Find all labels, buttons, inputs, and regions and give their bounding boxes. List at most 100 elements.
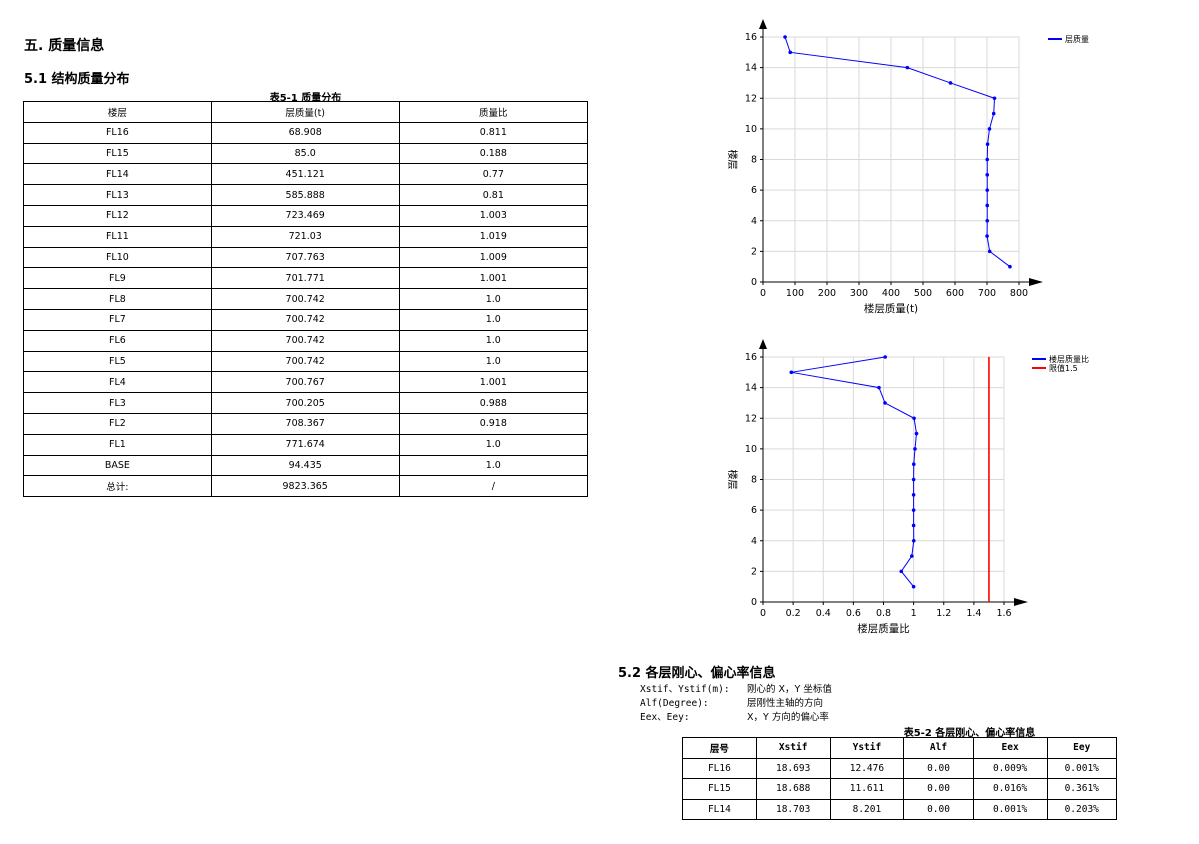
data-point bbox=[911, 462, 916, 466]
table-cell: 451.121 bbox=[210, 163, 400, 186]
data-point bbox=[914, 431, 919, 436]
table-cell: 1.0 bbox=[398, 350, 589, 373]
data-point bbox=[985, 157, 990, 162]
legend-label: 层质量 bbox=[1065, 34, 1089, 44]
y-axis-label: 楼层 bbox=[726, 150, 739, 170]
table-cell: 1.0 bbox=[398, 329, 589, 352]
table-cell: 0.001% bbox=[1046, 757, 1117, 779]
table-row: FL15 85.0 0.188 bbox=[23, 142, 589, 165]
stiffness-center-table: 层号 Xstif Ystif Alf Eex Eey FL16 18.693 12.476 0.… bbox=[682, 737, 1117, 820]
data-point bbox=[905, 65, 910, 70]
data-point bbox=[911, 508, 916, 512]
definition-row: Xstif、Ystif(m): 刚心的 X，Y 坐标值 bbox=[640, 683, 832, 697]
table-row: FL10 707.763 1.009 bbox=[23, 246, 589, 269]
x-tick-label: 300 bbox=[850, 288, 868, 299]
x-tick-label: 800 bbox=[1010, 288, 1028, 299]
table-cell: FL12 bbox=[23, 204, 212, 227]
y-axis-arrow bbox=[759, 19, 767, 29]
table-cell: 0.00 bbox=[903, 757, 974, 779]
table-cell: 总计: bbox=[23, 475, 212, 498]
y-tick-label: 4 bbox=[751, 216, 757, 227]
data-point bbox=[911, 477, 916, 482]
x-tick-label: 400 bbox=[882, 288, 900, 299]
y-tick-label: 12 bbox=[745, 93, 757, 104]
mass-ratio-chart: 0 0.2 0.4 0.6 0.8 1 1.2 1.4 1.6 0 2 4 6 8 10 12 14 16 楼层质量… bbox=[726, 339, 1089, 635]
x-tick-label: 1.6 bbox=[996, 608, 1011, 619]
table-cell: / bbox=[398, 475, 589, 498]
table-cell: 11.611 bbox=[829, 778, 905, 800]
table-cell: 723.469 bbox=[210, 204, 400, 227]
table-row: FL12 723.469 1.003 bbox=[23, 204, 589, 227]
table1-caption: 表5-1 质量分布 bbox=[269, 93, 342, 104]
table-cell: BASE bbox=[23, 454, 212, 477]
table-cell: FL16 bbox=[23, 121, 212, 144]
column-header: 层号 bbox=[682, 737, 757, 759]
table-cell: 721.03 bbox=[210, 225, 400, 248]
x-axis-arrow bbox=[1029, 278, 1043, 286]
table-header-row: 层号 Xstif Ystif Alf Eex Eey bbox=[682, 737, 1117, 759]
table-row: FL7 700.742 1.0 bbox=[23, 308, 589, 331]
data-point bbox=[911, 523, 916, 528]
y-axis-arrow bbox=[759, 339, 767, 349]
data-point bbox=[985, 173, 990, 177]
x-tick-label: 0.6 bbox=[846, 608, 861, 619]
table-row: FL15 18.688 11.611 0.00 0.016% 0.361% bbox=[682, 778, 1117, 800]
data-point bbox=[899, 569, 904, 574]
table-cell: 18.688 bbox=[755, 778, 831, 800]
y-axis-label: 楼层 bbox=[726, 470, 739, 490]
table-cell: 0.016% bbox=[972, 778, 1048, 800]
table-cell: FL15 bbox=[682, 778, 757, 800]
table-cell: 1.0 bbox=[398, 308, 589, 331]
table-cell: 0.203% bbox=[1046, 798, 1117, 820]
x-axis-arrow bbox=[1014, 598, 1028, 606]
x-tick-label: 0.2 bbox=[786, 608, 801, 619]
table-cell: 0.811 bbox=[398, 121, 589, 144]
table-cell: 1.001 bbox=[398, 267, 589, 290]
table-cell: 1.001 bbox=[398, 371, 589, 394]
table-cell: 0.77 bbox=[398, 163, 589, 186]
table-cell: 12.476 bbox=[829, 757, 905, 779]
table-row: FL16 18.693 12.476 0.00 0.009% 0.001% bbox=[682, 757, 1117, 779]
y-tick-label: 10 bbox=[745, 444, 757, 455]
table-cell: 700.205 bbox=[210, 392, 400, 414]
x-tick-label: 200 bbox=[818, 288, 836, 299]
column-header: 楼层 bbox=[23, 101, 212, 123]
y-tick-label: 8 bbox=[751, 155, 757, 166]
table-row: FL14 451.121 0.77 bbox=[23, 163, 589, 186]
y-tick-label: 14 bbox=[745, 383, 757, 394]
y-tick-label: 12 bbox=[745, 413, 757, 424]
floor-mass-chart: 0 100 200 300 400 500 600 700 800 0 2 4 6 8 10 12 14 16 楼层… bbox=[726, 19, 1089, 315]
definitions-list: Xstif、Ystif(m): 刚心的 X，Y 坐标值 Alf(Degree):… bbox=[640, 683, 832, 725]
table-cell: FL11 bbox=[23, 225, 212, 248]
table-cell: FL14 bbox=[23, 163, 212, 186]
data-point bbox=[948, 81, 953, 85]
table-cell: 708.367 bbox=[210, 412, 400, 435]
table-cell: 700.767 bbox=[210, 371, 400, 394]
definition-key: Alf(Degree): bbox=[640, 698, 709, 709]
table-cell: FL7 bbox=[23, 308, 212, 331]
table-cell: FL8 bbox=[23, 288, 212, 310]
x-tick-label: 1.4 bbox=[966, 608, 981, 619]
column-header: Eex bbox=[972, 737, 1048, 759]
data-point bbox=[883, 401, 887, 405]
table-row: FL16 68.908 0.811 bbox=[23, 121, 589, 144]
data-point bbox=[913, 447, 917, 451]
y-tick-label: 8 bbox=[751, 475, 757, 486]
table-cell: 1.019 bbox=[398, 225, 589, 248]
y-tick-label: 4 bbox=[751, 536, 757, 547]
data-point bbox=[911, 538, 916, 543]
table-cell: FL15 bbox=[23, 142, 212, 165]
data-point bbox=[783, 35, 787, 39]
legend-label: 楼层质量比 bbox=[1049, 354, 1089, 364]
column-header: Alf bbox=[903, 737, 974, 759]
table-cell: 0.001% bbox=[972, 798, 1048, 820]
table-cell: 0.988 bbox=[398, 392, 589, 414]
data-point bbox=[911, 493, 916, 497]
table-cell: 700.742 bbox=[210, 288, 400, 310]
series-line bbox=[791, 356, 917, 588]
data-point bbox=[789, 370, 794, 375]
definition-desc: 刚心的 X，Y 坐标值 bbox=[747, 684, 832, 695]
y-tick-label: 14 bbox=[745, 63, 757, 74]
table-row: FL1 771.674 1.0 bbox=[23, 433, 589, 456]
y-tick-label: 0 bbox=[751, 277, 757, 288]
